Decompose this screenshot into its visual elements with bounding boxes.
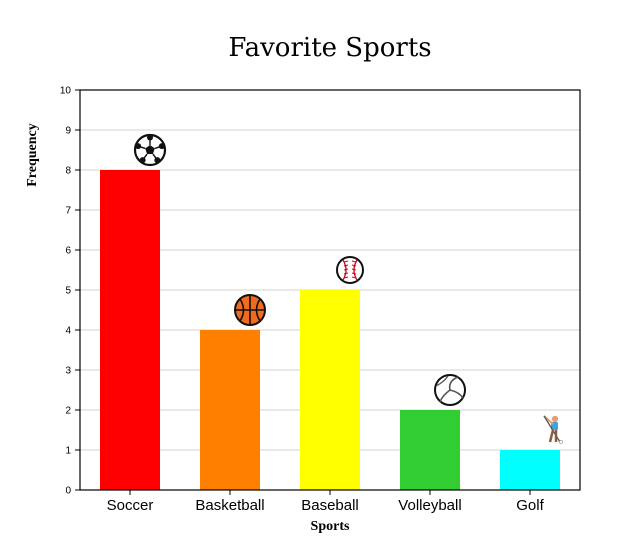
y-tick-label: 0: [65, 486, 71, 497]
x-axis-ticks: Soccer Basketball Baseball Volleyball Golf: [107, 490, 545, 514]
y-tick-label: 2: [65, 406, 71, 417]
x-tick-label: Baseball: [301, 497, 359, 514]
y-tick-label: 1: [65, 446, 71, 457]
bar-volleyball: [400, 410, 460, 490]
y-tick-label: 9: [65, 126, 71, 137]
bar-baseball: [300, 290, 360, 490]
bar-golf: [500, 450, 560, 490]
x-tick-label: Soccer: [107, 497, 154, 514]
y-tick-label: 6: [65, 246, 71, 257]
y-tick-label: 4: [65, 326, 71, 337]
x-tick-label: Basketball: [195, 497, 264, 514]
bar-icons: [133, 133, 563, 444]
bars: [100, 170, 560, 490]
soccer-ball-icon: [133, 133, 167, 167]
volleyball-icon: [434, 374, 466, 406]
x-tick-label: Volleyball: [398, 497, 461, 514]
y-tick-label: 3: [65, 366, 71, 377]
chart-title: Favorite Sports: [228, 33, 431, 63]
y-tick-label: 5: [65, 286, 71, 297]
basketball-icon: [234, 294, 266, 326]
y-axis-title: Frequency: [25, 123, 40, 187]
golfer-icon: [543, 415, 563, 444]
bar-soccer: [100, 170, 160, 490]
y-tick-label: 10: [60, 86, 72, 97]
baseball-icon: [336, 256, 364, 284]
y-tick-label: 8: [65, 166, 71, 177]
x-tick-label: Golf: [516, 497, 544, 514]
bar-basketball: [200, 330, 260, 490]
x-axis-title: Sports: [311, 519, 350, 534]
y-tick-label: 7: [65, 206, 71, 217]
y-axis-ticks: 0 1 2 3 4 5 6 7 8 9 10: [60, 86, 80, 497]
